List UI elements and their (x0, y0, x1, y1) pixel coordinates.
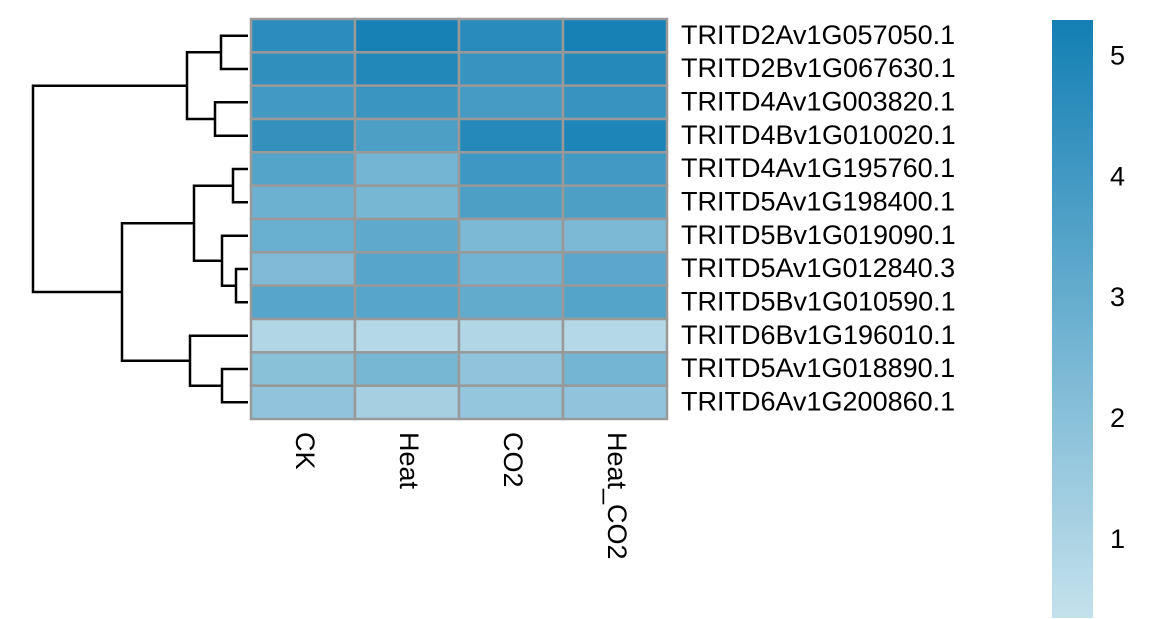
row-label: TRITD5Bv1G019090.1 (681, 220, 956, 250)
column-label: CO2 (498, 432, 528, 488)
cell (249, 151, 357, 187)
cell (353, 151, 461, 187)
cell (561, 51, 669, 87)
cell (561, 384, 669, 421)
cell (457, 317, 565, 354)
row-label: TRITD5Bv1G010590.1 (681, 286, 956, 316)
cell (561, 151, 669, 187)
cell (249, 84, 357, 121)
cell (353, 184, 461, 221)
column-label: CK (290, 432, 320, 470)
row-label: TRITD5Av1G018890.1 (681, 353, 955, 383)
row-label: TRITD5Av1G012840.3 (681, 253, 955, 283)
cell (353, 251, 461, 287)
colorbar (1052, 20, 1093, 618)
cell (457, 84, 565, 121)
cell (353, 17, 461, 54)
cell (561, 184, 669, 221)
cell (457, 284, 565, 321)
row-label: TRITD6Av1G200860.1 (681, 386, 955, 416)
column-label: Heat_CO2 (602, 432, 632, 560)
cell (561, 17, 669, 54)
cell (249, 17, 357, 54)
cell (353, 317, 461, 354)
colorbar-tick-label: 3 (1110, 282, 1125, 312)
cell (457, 217, 565, 254)
cell (353, 284, 461, 321)
cell (249, 184, 357, 221)
row-label: TRITD2Bv1G067630.1 (681, 53, 956, 83)
colorbar-tick-label: 4 (1110, 161, 1125, 191)
cell (353, 351, 461, 387)
cell (457, 51, 565, 87)
row-label: TRITD4Bv1G010020.1 (681, 120, 956, 150)
colorbar-tick-label: 2 (1110, 403, 1125, 433)
colorbar-tick-label: 1 (1110, 524, 1125, 554)
cell (561, 117, 669, 154)
row-label: TRITD2Av1G057050.1 (681, 20, 955, 50)
cell (561, 84, 669, 121)
cell (249, 317, 357, 354)
cell (561, 217, 669, 254)
cell (353, 384, 461, 421)
column-label: Heat (394, 432, 424, 490)
cell (249, 284, 357, 321)
cell (353, 51, 461, 87)
cell (457, 17, 565, 54)
cell (353, 117, 461, 154)
cell (561, 351, 669, 387)
cell (561, 251, 669, 287)
row-label: TRITD6Bv1G196010.1 (681, 320, 956, 350)
cell (561, 317, 669, 354)
row-label: TRITD4Av1G195760.1 (681, 153, 955, 183)
cell (249, 251, 357, 287)
cell (249, 351, 357, 387)
cell (457, 384, 565, 421)
dendrogram (31, 34, 248, 404)
cell (561, 284, 669, 321)
row-label: TRITD5Av1G198400.1 (681, 186, 955, 216)
cell (353, 84, 461, 121)
cell (353, 217, 461, 254)
cell (249, 384, 357, 421)
cell (457, 151, 565, 187)
cell (457, 184, 565, 221)
cell (249, 217, 357, 254)
cell (249, 51, 357, 87)
colorbar-tick-label: 5 (1110, 41, 1125, 71)
cell (457, 351, 565, 387)
cell (457, 117, 565, 154)
cell (457, 251, 565, 287)
row-label: TRITD4Av1G003820.1 (681, 86, 955, 116)
cell (249, 117, 357, 154)
